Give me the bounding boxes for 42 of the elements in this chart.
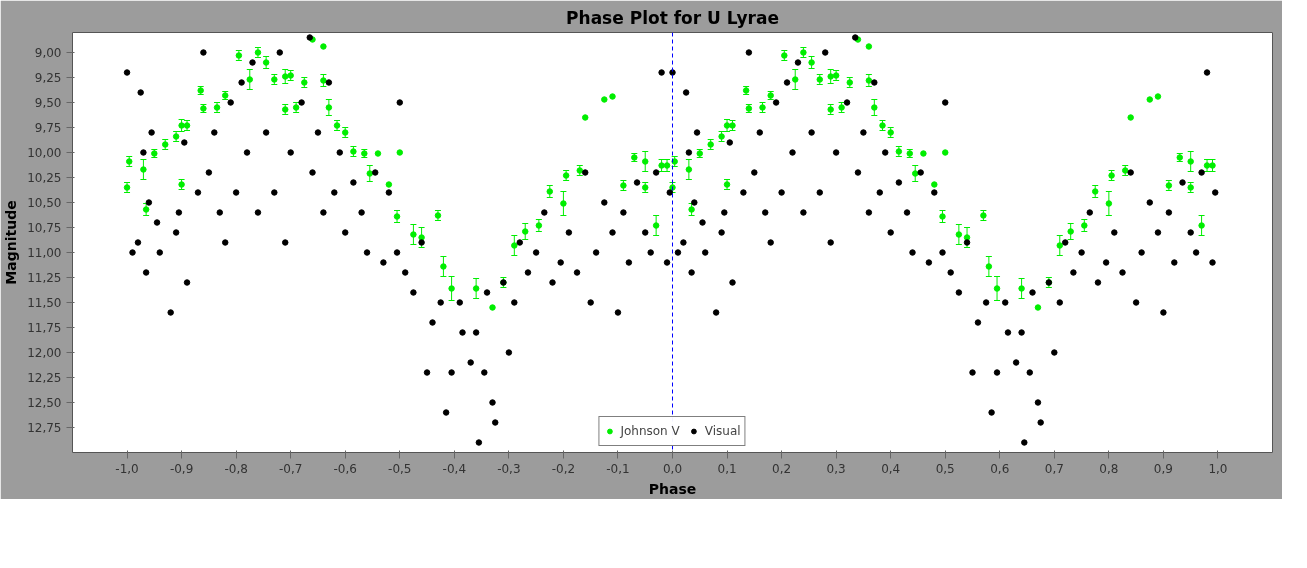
x-tick-label: -0,6 bbox=[333, 461, 357, 476]
x-tick-label: 0,3 bbox=[826, 461, 846, 476]
y-tick-label: 9,00 bbox=[34, 46, 62, 60]
x-tick-label: -0,1 bbox=[606, 461, 630, 476]
y-tick-label: 9,75 bbox=[34, 121, 62, 135]
x-tick-label: 0,5 bbox=[935, 461, 955, 476]
y-tick-label: 9,50 bbox=[34, 96, 62, 110]
legend-label: Visual bbox=[704, 424, 741, 438]
y-tick-label: 11,50 bbox=[27, 296, 62, 310]
x-tick-label: -0,3 bbox=[497, 461, 521, 476]
x-tick-label: 1,0 bbox=[1208, 461, 1228, 476]
y-tick-label: 9,25 bbox=[34, 71, 62, 85]
x-tick-label: 0,2 bbox=[772, 461, 792, 476]
y-tick-label: 10,25 bbox=[27, 171, 62, 185]
y-tick-label: 11,00 bbox=[27, 246, 62, 260]
x-tick-label: 0,0 bbox=[662, 461, 683, 476]
y-tick-label: 12,50 bbox=[27, 396, 62, 410]
y-tick-label: 11,75 bbox=[27, 321, 62, 335]
x-axis-title: Phase bbox=[648, 480, 697, 497]
x-tick-label: 0,1 bbox=[717, 461, 737, 476]
x-tick-label: 0,6 bbox=[990, 461, 1010, 476]
y-axis-title: Magnitude bbox=[3, 200, 20, 285]
y-tick-label: 10,50 bbox=[27, 196, 62, 210]
y-tick-label: 10,00 bbox=[27, 146, 62, 160]
x-tick-label: 0,7 bbox=[1044, 461, 1064, 476]
x-tick-label: 0,9 bbox=[1153, 461, 1173, 476]
chart-title: Phase Plot for U Lyrae bbox=[566, 7, 779, 28]
x-tick-label: -0,2 bbox=[551, 461, 576, 476]
x-tick-label: 0,8 bbox=[1099, 461, 1119, 476]
x-tick-label: -0,7 bbox=[278, 461, 303, 476]
x-tick-label: 0,4 bbox=[881, 461, 901, 476]
y-tick-label: 11,25 bbox=[27, 271, 62, 285]
y-tick-label: 12,25 bbox=[27, 371, 62, 385]
y-tick-label: 12,00 bbox=[27, 346, 62, 360]
legend-label: Johnson V bbox=[620, 424, 680, 438]
x-tick-label: -0,8 bbox=[224, 461, 248, 476]
y-tick-label: 12,75 bbox=[27, 421, 62, 435]
y-tick-label: 10,75 bbox=[27, 221, 62, 235]
x-tick-label: -0,4 bbox=[442, 461, 467, 476]
x-tick-label: -0,5 bbox=[388, 461, 412, 476]
x-tick-label: -1,0 bbox=[115, 461, 139, 476]
x-tick-label: -0,9 bbox=[169, 461, 194, 476]
